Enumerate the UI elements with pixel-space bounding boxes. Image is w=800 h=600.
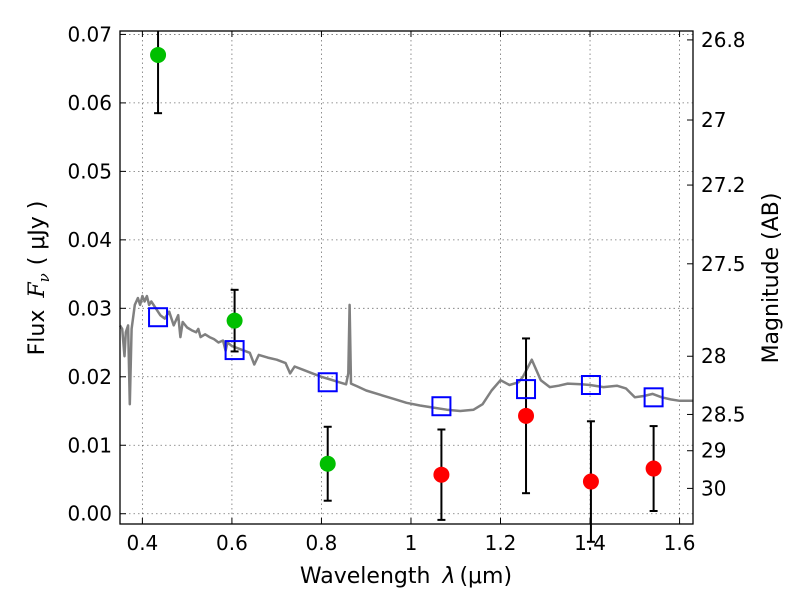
y2-tick-label: 27.5 — [701, 252, 746, 276]
data-points — [148, 46, 664, 490]
y-tick-label: 0.02 — [67, 365, 112, 389]
y2-tick-label: 26.8 — [701, 28, 746, 52]
model-photometry-square — [580, 375, 601, 396]
x-tick-label: 1.4 — [574, 531, 606, 555]
y-tick-label: 0.03 — [67, 296, 112, 320]
axis-ticks: 0.4 0.6 0.8 1 1.2 1.4 1.6 0.00 0.01 0.02 0.03 0.04 0… — [67, 22, 745, 555]
detection-point — [319, 455, 336, 472]
x-tick-label: 0.4 — [126, 531, 158, 555]
y2-tick-label: 30 — [701, 476, 726, 500]
x-tick-label: 1 — [405, 531, 418, 555]
y2-tick-label: 28 — [701, 344, 726, 368]
y2-tick-label: 28.5 — [701, 402, 746, 426]
y-tick-label: 0.01 — [67, 433, 112, 457]
upper-limit-point — [645, 460, 662, 477]
detection-point — [226, 312, 243, 329]
x-axis-label: Wavelength λ (μm) — [300, 564, 512, 589]
detection-point — [150, 46, 167, 63]
error-bars — [154, 31, 658, 543]
upper-limit-point — [582, 473, 599, 490]
y-axis-label: FluxFν( μJy ) — [25, 201, 53, 356]
x-tick-label: 0.8 — [306, 531, 338, 555]
model-photometry-square — [148, 307, 169, 328]
upper-limit-point — [433, 466, 450, 483]
model-spectrum-line — [118, 294, 693, 413]
model-photometry-square — [317, 372, 338, 393]
y-tick-label: 0.06 — [67, 91, 112, 115]
model-photometry-square — [431, 396, 452, 417]
y-tick-label: 0.00 — [67, 502, 112, 526]
plot-frame — [119, 30, 694, 525]
x-tick-label: 1.2 — [485, 531, 517, 555]
grid — [120, 31, 693, 524]
y-tick-label: 0.07 — [67, 22, 112, 46]
y2-tick-label: 29 — [701, 439, 726, 463]
model-photometry-square — [643, 387, 664, 408]
y2-tick-label: 27.2 — [701, 173, 746, 197]
upper-limit-point — [518, 407, 535, 424]
model-photometry-square — [516, 379, 537, 400]
model-spectrum — [118, 294, 693, 413]
y2-tick-label: 27 — [701, 108, 726, 132]
x-tick-label: 1.6 — [664, 531, 696, 555]
y-tick-label: 0.05 — [67, 159, 112, 183]
model-photometry-square — [224, 340, 245, 361]
y-tick-label: 0.04 — [67, 228, 112, 252]
y2-axis-label: Magnitude (AB) — [759, 193, 784, 364]
x-tick-label: 0.6 — [216, 531, 248, 555]
